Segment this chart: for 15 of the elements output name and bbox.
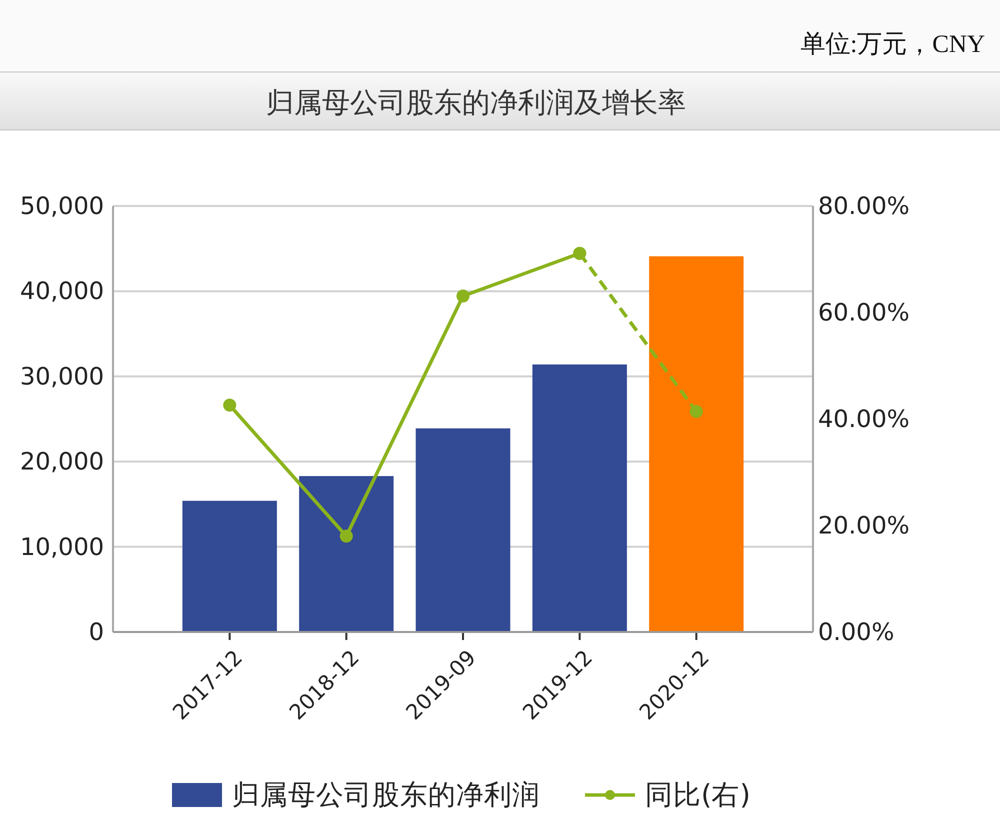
y2-tick-label: 20.00% (818, 512, 910, 540)
text: 单位:万元，CNY (800, 31, 985, 58)
chart-title: 归属母公司股东的净利润及增长率 (266, 88, 686, 119)
y-tick-label: 40,000 (20, 277, 104, 306)
y-tick-label: 20,000 (20, 448, 104, 476)
y2-tick-label: 60.00% (818, 298, 910, 326)
y2-tick-label: 40.00% (818, 405, 910, 433)
legend-label: 同比(右) (645, 779, 750, 811)
legend-label: 归属母公司股东的净利润 (232, 779, 540, 811)
y-tick-label: 0 (88, 618, 104, 646)
y-tick-label: 10,000 (20, 532, 104, 561)
y2-tick-label: 80.00% (818, 192, 910, 220)
y-tick-label: 50,000 (20, 192, 104, 220)
y2-tick-label: 0.00% (818, 618, 894, 646)
y-tick-label: 30,000 (20, 362, 104, 390)
